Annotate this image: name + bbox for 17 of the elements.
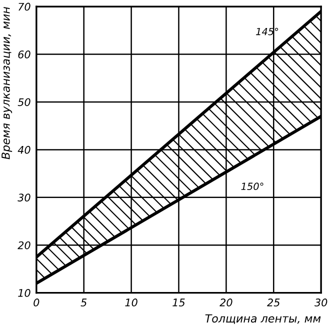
x-tick-label: 20 xyxy=(220,298,232,306)
series-label: 150° xyxy=(241,182,264,190)
x-axis-title: Толщина ленты, мм xyxy=(205,314,321,324)
y-tick-label: 40 xyxy=(18,146,30,154)
y-tick-label: 10 xyxy=(18,289,30,297)
y-tick-label: 50 xyxy=(18,98,30,106)
x-tick-label: 5 xyxy=(80,298,87,306)
y-tick-label: 30 xyxy=(18,194,30,202)
y-tick-label: 60 xyxy=(18,50,30,58)
x-tick-label: 25 xyxy=(267,298,280,306)
y-axis-title: Время вулканизации, мин xyxy=(2,6,12,160)
x-tick-label: 0 xyxy=(34,298,40,306)
x-tick-label: 15 xyxy=(172,298,185,306)
y-tick-label: 70 xyxy=(18,2,30,11)
x-tick-label: 30 xyxy=(314,298,328,306)
y-tick-label: 20 xyxy=(18,241,30,250)
x-tick-label: 10 xyxy=(125,298,138,306)
